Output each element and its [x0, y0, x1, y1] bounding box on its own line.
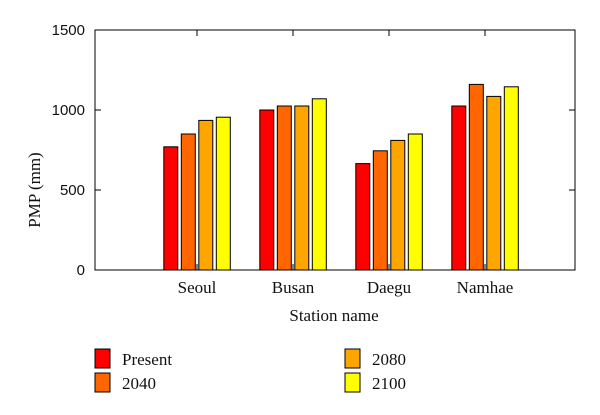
- x-tick-label-daegu: Daegu: [367, 278, 412, 297]
- bar-namhae-2040: [468, 83, 484, 271]
- legend-swatch-present: [94, 348, 111, 369]
- legend-label-2040: 2040: [122, 374, 156, 393]
- x-axis-title: Station name: [289, 306, 378, 325]
- y-ticks: 0 500 1000 1500: [52, 22, 575, 279]
- legend-label-2100: 2100: [372, 374, 406, 393]
- bar-namhae-2100: [503, 86, 519, 271]
- bar-daegu-present: [355, 163, 371, 271]
- legend-label-2080: 2080: [372, 350, 406, 369]
- y-tick-label: 1500: [52, 22, 85, 39]
- bar-daegu-2100: [407, 133, 423, 271]
- bar-busan-2040: [276, 105, 292, 271]
- y-tick-label: 0: [77, 262, 85, 279]
- bar-namhae-2080: [486, 95, 502, 271]
- legend-swatch-2100: [344, 372, 361, 393]
- legend-swatch-2040: [94, 372, 111, 393]
- bar-busan-2080: [294, 105, 310, 271]
- legend: Present 2040 2080 2100: [94, 348, 406, 393]
- y-axis-title: PMP (mm): [25, 152, 44, 227]
- x-tick-label-namhae: Namhae: [457, 278, 514, 297]
- legend-label-present: Present: [122, 350, 172, 369]
- bar-seoul-2080: [198, 119, 214, 271]
- x-ticks: Seoul Busan Daegu Namhae: [178, 30, 514, 297]
- y-tick-label: 1000: [52, 102, 85, 119]
- legend-swatch-2080: [344, 348, 361, 369]
- y-tick-label: 500: [60, 182, 85, 199]
- axes-layer: [94, 29, 576, 271]
- bars-layer: [163, 83, 519, 271]
- bar-seoul-2040: [180, 133, 196, 271]
- bar-daegu-2040: [372, 150, 388, 271]
- bar-busan-present: [259, 109, 275, 271]
- bar-seoul-2100: [215, 116, 231, 271]
- bar-namhae-present: [451, 105, 467, 271]
- bar-seoul-present: [163, 146, 179, 271]
- x-tick-label-busan: Busan: [272, 278, 315, 297]
- bar-daegu-2080: [390, 139, 406, 271]
- bar-busan-2100: [311, 98, 327, 271]
- plot-frame: [94, 29, 576, 271]
- x-tick-label-seoul: Seoul: [178, 278, 217, 297]
